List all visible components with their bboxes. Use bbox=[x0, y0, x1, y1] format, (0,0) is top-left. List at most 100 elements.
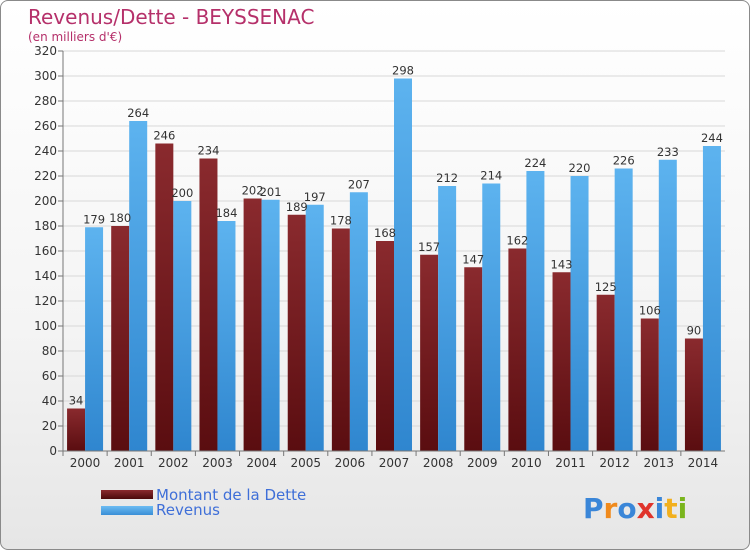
data-label-revenus: 220 bbox=[569, 161, 591, 175]
data-label-dette: 157 bbox=[418, 240, 440, 254]
bar-revenus bbox=[349, 192, 368, 451]
bar-dette bbox=[331, 228, 350, 451]
bar-revenus bbox=[129, 121, 148, 451]
x-tick-label: 2010 bbox=[511, 456, 542, 470]
y-tick-label: 260 bbox=[34, 119, 57, 133]
bar-revenus bbox=[394, 78, 412, 451]
bar-dette bbox=[155, 143, 174, 451]
y-tick-label: 140 bbox=[34, 269, 57, 283]
data-label-revenus: 214 bbox=[480, 169, 502, 183]
bar-dette bbox=[420, 254, 439, 451]
chart-title: Revenus/Dette - BEYSSENAC bbox=[28, 5, 315, 29]
data-label-revenus: 226 bbox=[613, 154, 635, 168]
data-label-dette: 34 bbox=[69, 394, 84, 408]
data-label-dette: 125 bbox=[595, 280, 617, 294]
proxiti-logo: Proxiti bbox=[583, 492, 687, 525]
data-label-revenus: 179 bbox=[83, 212, 105, 226]
data-label-dette: 162 bbox=[506, 234, 528, 248]
data-label-revenus: 201 bbox=[260, 185, 282, 199]
bar-revenus bbox=[305, 204, 324, 451]
data-label-dette: 180 bbox=[109, 211, 131, 225]
bar-dette bbox=[640, 318, 659, 451]
data-label-dette: 90 bbox=[687, 324, 702, 338]
bar-revenus bbox=[217, 221, 236, 451]
logo-letter: x bbox=[637, 492, 655, 525]
bar-dette bbox=[596, 294, 615, 451]
y-tick-label: 20 bbox=[42, 419, 57, 433]
bar-dette bbox=[552, 272, 571, 451]
x-tick-label: 2009 bbox=[467, 456, 498, 470]
data-label-revenus: 233 bbox=[657, 145, 679, 159]
logo-letter: i bbox=[655, 492, 665, 525]
x-tick-label: 2002 bbox=[158, 456, 189, 470]
x-tick-label: 2004 bbox=[246, 456, 277, 470]
bar-revenus bbox=[614, 168, 633, 451]
data-label-revenus: 212 bbox=[436, 171, 458, 185]
data-label-dette: 202 bbox=[242, 184, 264, 198]
x-tick-label: 2003 bbox=[202, 456, 233, 470]
chart-subtitle: (en milliers d'€) bbox=[28, 30, 123, 44]
x-tick-label: 2008 bbox=[423, 456, 454, 470]
y-tick-label: 60 bbox=[42, 369, 57, 383]
logo-letter: r bbox=[604, 492, 618, 525]
bar-dette bbox=[508, 248, 527, 451]
x-tick-label: 2013 bbox=[644, 456, 675, 470]
y-tick-label: 200 bbox=[34, 194, 57, 208]
logo-letter: o bbox=[617, 492, 636, 525]
x-tick-label: 2007 bbox=[379, 456, 410, 470]
y-tick-label: 0 bbox=[49, 444, 57, 458]
x-tick-label: 2001 bbox=[114, 456, 145, 470]
bar-revenus bbox=[702, 146, 721, 451]
y-tick-label: 300 bbox=[34, 69, 57, 83]
x-tick-label: 2006 bbox=[335, 456, 366, 470]
y-tick-label: 40 bbox=[42, 394, 57, 408]
y-tick-label: 80 bbox=[42, 344, 57, 358]
bar-revenus bbox=[438, 186, 457, 451]
y-tick-label: 160 bbox=[34, 244, 57, 258]
bar-dette bbox=[287, 214, 306, 451]
bar-revenus bbox=[261, 199, 280, 451]
bar-revenus bbox=[526, 171, 545, 451]
y-tick-label: 180 bbox=[34, 219, 57, 233]
bar-dette bbox=[67, 408, 86, 451]
logo-letter: t bbox=[664, 492, 677, 525]
data-label-revenus: 184 bbox=[215, 206, 237, 220]
x-tick-label: 2012 bbox=[599, 456, 630, 470]
data-label-revenus: 298 bbox=[392, 64, 414, 78]
data-label-dette: 246 bbox=[153, 129, 175, 143]
data-label-revenus: 244 bbox=[701, 131, 723, 145]
bar-dette bbox=[684, 338, 703, 451]
legend-swatch-debt bbox=[101, 490, 153, 499]
y-tick-label: 240 bbox=[34, 144, 57, 158]
data-label-dette: 178 bbox=[330, 214, 352, 228]
data-label-dette: 234 bbox=[197, 144, 219, 158]
y-tick-label: 280 bbox=[34, 94, 57, 108]
y-tick-label: 120 bbox=[34, 294, 57, 308]
data-label-dette: 168 bbox=[374, 226, 396, 240]
legend-label-debt: Montant de la Dette bbox=[156, 486, 306, 504]
bar-revenus bbox=[173, 201, 192, 451]
bar-revenus bbox=[570, 176, 589, 451]
bar-revenus bbox=[482, 183, 501, 451]
data-label-revenus: 197 bbox=[304, 190, 326, 204]
bar-dette bbox=[464, 267, 483, 451]
legend-label-revenus: Revenus bbox=[156, 501, 220, 519]
bar-dette bbox=[243, 198, 262, 451]
data-label-dette: 189 bbox=[286, 200, 308, 214]
bar-revenus bbox=[85, 227, 104, 451]
legend-swatch-revenus bbox=[101, 506, 153, 515]
data-label-revenus: 264 bbox=[127, 106, 149, 120]
data-label-revenus: 224 bbox=[524, 156, 546, 170]
x-tick-label: 2014 bbox=[688, 456, 719, 470]
y-tick-label: 320 bbox=[34, 44, 57, 58]
bar-dette bbox=[111, 226, 130, 451]
y-tick-label: 100 bbox=[34, 319, 57, 333]
bar-revenus bbox=[658, 159, 677, 451]
x-tick-label: 2000 bbox=[70, 456, 101, 470]
logo-letter: i bbox=[678, 492, 688, 525]
x-tick-label: 2011 bbox=[555, 456, 586, 470]
data-label-dette: 143 bbox=[551, 257, 573, 271]
data-label-revenus: 207 bbox=[348, 177, 370, 191]
